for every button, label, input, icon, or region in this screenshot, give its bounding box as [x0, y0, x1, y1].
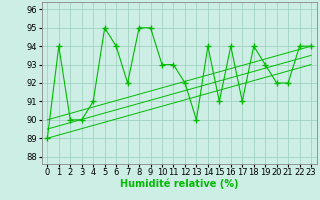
X-axis label: Humidité relative (%): Humidité relative (%)	[120, 179, 238, 189]
